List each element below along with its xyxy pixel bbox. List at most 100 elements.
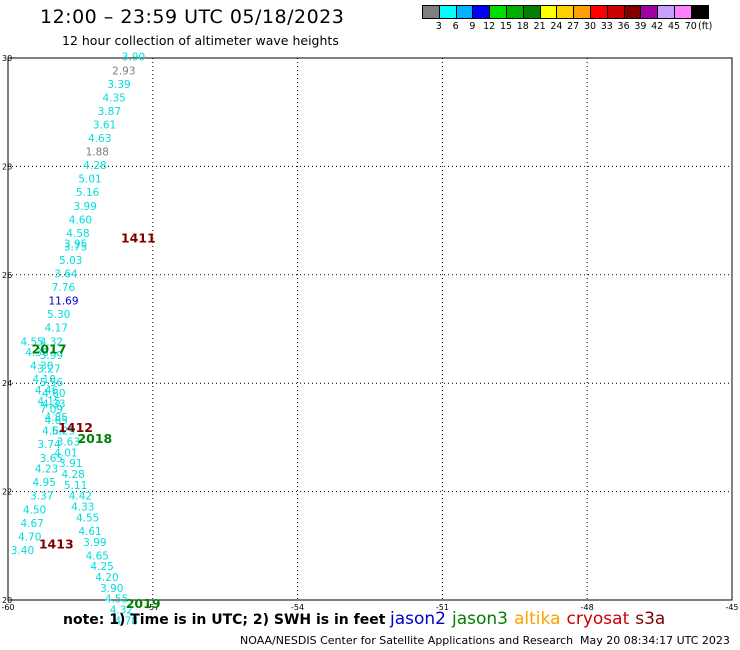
y-tick-label: 24 [2, 379, 12, 388]
legend-label: (ft) [698, 21, 713, 32]
wave-height-label: 4.20 [95, 572, 118, 584]
wave-height-label: 4.30 [30, 361, 53, 373]
wave-height-label: 4.01 [54, 447, 77, 459]
wave-height-label: 4.42 [69, 491, 92, 503]
wave-height-label: 5.56 [40, 377, 64, 389]
legend-swatches [422, 5, 709, 19]
wave-height-label: 4.55 [105, 594, 128, 606]
note-text: note: 1) Time is in UTC; 2) SWH is in fe… [63, 612, 386, 628]
y-tick-label: 26 [2, 271, 12, 280]
wave-height-label: 3.90 [122, 52, 145, 64]
legend-label: 70 [684, 21, 697, 32]
satellite-legend: jason2 jason3 altika cryosat s3a [390, 609, 671, 629]
wave-height-label: 4.85 [45, 412, 68, 424]
wave-height-label: 4.61 [78, 526, 101, 538]
wave-height-label: 4.23 [35, 464, 58, 476]
legend-label: 15 [499, 21, 513, 32]
wave-height-label: 4.70 [18, 531, 41, 543]
wave-height-label: 5.29 [52, 426, 75, 438]
wave-height-label: 3.99 [83, 537, 106, 549]
legend-label: 42 [651, 21, 664, 32]
wave-height-label: 4.35 [102, 92, 125, 104]
credit-text: NOAA/NESDIS Center for Satellite Applica… [240, 634, 574, 647]
legend-label: 9 [469, 21, 476, 32]
x-tick-label: -45 [725, 603, 738, 612]
legend-labels: 3 6 9 12 15 18 21 24 27 30 33 36 39 42 45 70 (ft) [422, 19, 713, 33]
wave-height-label: 5.30 [47, 309, 70, 321]
wave-height-label: 5.01 [78, 174, 101, 186]
wave-height-label: 4.78 [115, 615, 138, 627]
x-tick-label: -54 [291, 603, 304, 612]
wave-height-label: 3.64 [54, 269, 78, 281]
wave-height-label: 4.60 [42, 388, 65, 400]
wave-height-label: 3.37 [30, 491, 53, 503]
wave-height-label: 4.28 [83, 160, 106, 172]
wave-height-label: 4.64 [42, 426, 66, 438]
wave-height-label: 4.36 [25, 347, 49, 359]
legend-label: 39 [634, 21, 647, 32]
wave-height-label: 3.61 [93, 119, 116, 131]
wave-height-legend: 3 6 9 12 15 18 21 24 27 30 33 36 39 42 45 70 (ft) [422, 5, 713, 33]
wave-height-label: 3.91 [59, 458, 82, 470]
satellite-cryosat: cryosat [566, 609, 630, 629]
pass-number-label: 1411 [121, 230, 156, 245]
wave-height-label: 3.39 [107, 79, 130, 91]
wave-height-label: 3.63 [57, 437, 80, 449]
map-title: 12:00 – 23:59 UTC 05/18/2023 [40, 6, 345, 28]
wave-height-label: 11.69 [48, 296, 78, 308]
pass-number-label: 1413 [39, 537, 74, 552]
legend-label: 36 [617, 21, 630, 32]
legend-label: 12 [483, 21, 496, 32]
pass-number-label: 2017 [32, 341, 67, 356]
wave-height-label: 4.17 [45, 323, 68, 335]
wave-height-label: 7.76 [52, 282, 76, 294]
wave-height-label: 4.50 [23, 504, 46, 516]
wave-height-label: 4.33 [42, 399, 65, 411]
y-tick-label: 28 [2, 162, 12, 171]
wave-height-label: 3.74 [37, 439, 61, 451]
wave-height-label: 4.67 [20, 518, 43, 530]
legend-label: 3 [435, 21, 442, 32]
legend-label: 33 [600, 21, 613, 32]
legend-label: 18 [516, 21, 529, 32]
wave-height-label: 3.40 [11, 545, 34, 557]
wave-height-label: 4.33 [71, 502, 94, 514]
wave-height-label: 5.11 [64, 480, 87, 492]
pass-number-label: 1412 [58, 420, 93, 435]
wave-height-label: 4.63 [88, 133, 111, 145]
legend-label: 21 [533, 21, 546, 32]
wave-height-label: 4.46 [35, 385, 59, 397]
wave-height-label: 4.32 [110, 605, 133, 617]
legend-label: 24 [550, 21, 563, 32]
satellite-altika: altika [514, 609, 561, 629]
satellite-jason2: jason2 [390, 609, 446, 629]
legend-label: 27 [567, 21, 580, 32]
x-tick-label: -57 [146, 603, 159, 612]
wave-height-label: 7.09 [40, 404, 63, 416]
wave-height-label: 4.32 [40, 336, 63, 348]
wave-height-label: 4.55 [20, 336, 43, 348]
wave-height-label: 4.58 [66, 228, 89, 240]
pass-number-label: 2018 [77, 431, 112, 446]
legend-label: 45 [667, 21, 681, 32]
wave-height-label: 3.95 [64, 239, 87, 251]
wave-height-label: 3.90 [100, 583, 123, 595]
y-tick-label: 22 [2, 488, 12, 497]
wave-height-label: 4.15 [37, 396, 60, 408]
wave-height-label: 3.65 [40, 453, 63, 465]
y-tick-label: 30 [2, 54, 12, 63]
satellite-jason3: jason3 [452, 609, 508, 629]
legend-label: 30 [583, 21, 597, 32]
wave-height-label: 3.75 [64, 241, 87, 253]
timestamp-text: May 20 08:34:17 UTC 2023 [580, 634, 730, 647]
wave-height-label: 4.65 [45, 415, 68, 427]
wave-height-label: 3.27 [37, 363, 60, 375]
wave-height-label: 4.10 [33, 374, 56, 386]
wave-height-label: 3.99 [40, 350, 63, 362]
pass-number-label: 2019 [126, 596, 161, 611]
x-tick-label: -48 [581, 603, 594, 612]
wave-height-label: 1.88 [86, 147, 109, 159]
legend-swatch [690, 5, 709, 19]
